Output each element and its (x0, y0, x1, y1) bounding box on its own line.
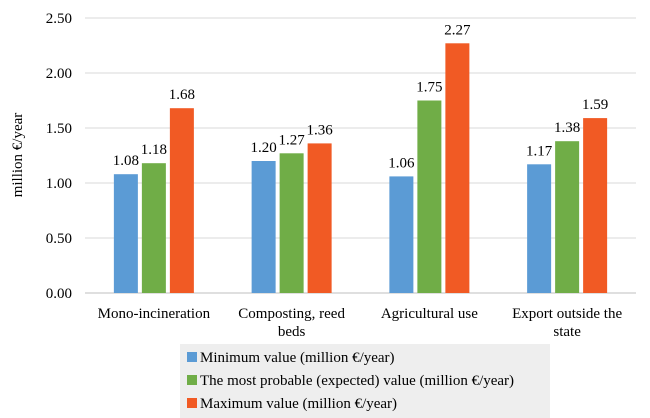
category-label: Export outside the (512, 306, 622, 322)
y-tick-label: 1.00 (46, 176, 72, 192)
legend: Minimum value (million €/year) The most p… (180, 344, 550, 418)
data-label: 1.68 (169, 87, 195, 103)
legend-label: The most probable (expected) value (mill… (200, 373, 514, 389)
category-label: Agricultural use (381, 306, 478, 322)
category-label: beds (278, 324, 306, 340)
data-label: 1.20 (251, 140, 277, 156)
bar (527, 164, 552, 293)
legend-box (180, 344, 550, 418)
y-tick-label: 0.50 (46, 231, 72, 247)
bar (279, 153, 304, 293)
y-tick-label: 1.50 (46, 121, 72, 137)
data-label: 1.38 (554, 120, 580, 136)
data-label: 1.36 (307, 122, 334, 138)
bar (169, 108, 194, 293)
data-label: 1.08 (113, 153, 139, 169)
bar (583, 118, 608, 293)
y-axis-title: million €/year (10, 113, 26, 198)
bar (417, 100, 442, 293)
bar (113, 174, 138, 293)
y-tick-label: 2.50 (46, 11, 72, 27)
data-label: 1.75 (416, 80, 442, 96)
legend-label: Minimum value (million €/year) (200, 350, 395, 366)
bars (113, 43, 608, 293)
category-label: Composting, reed (238, 306, 345, 322)
legend-swatch (187, 375, 197, 385)
bar (141, 163, 166, 293)
gridlines (85, 17, 636, 294)
bar (555, 141, 580, 293)
y-tick-label: 2.00 (46, 66, 72, 82)
data-label: 1.59 (582, 97, 608, 113)
legend-swatch (187, 398, 197, 408)
bar (389, 176, 414, 293)
y-tick-label: 0.00 (46, 286, 72, 302)
y-axis: 0.00 0.50 1.00 1.50 2.00 2.50 (46, 11, 72, 302)
x-axis: Mono-incineration Composting, reed beds Agr… (98, 306, 623, 340)
category-label: Mono-incineration (98, 306, 211, 322)
bar (445, 43, 470, 293)
data-labels: 1.08 1.20 1.06 1.17 1.18 1.27 1.75 1.38 1.68 1.36… (113, 22, 609, 171)
legend-swatch (187, 352, 197, 362)
legend-label: Maximum value (million €/year) (200, 396, 397, 412)
data-label: 1.18 (141, 142, 167, 158)
data-label: 2.27 (444, 22, 471, 38)
bar (251, 161, 276, 293)
data-label: 1.27 (279, 132, 306, 148)
data-label: 1.17 (526, 143, 553, 159)
data-label: 1.06 (388, 155, 415, 171)
category-label: state (553, 324, 581, 340)
bar (307, 143, 332, 293)
